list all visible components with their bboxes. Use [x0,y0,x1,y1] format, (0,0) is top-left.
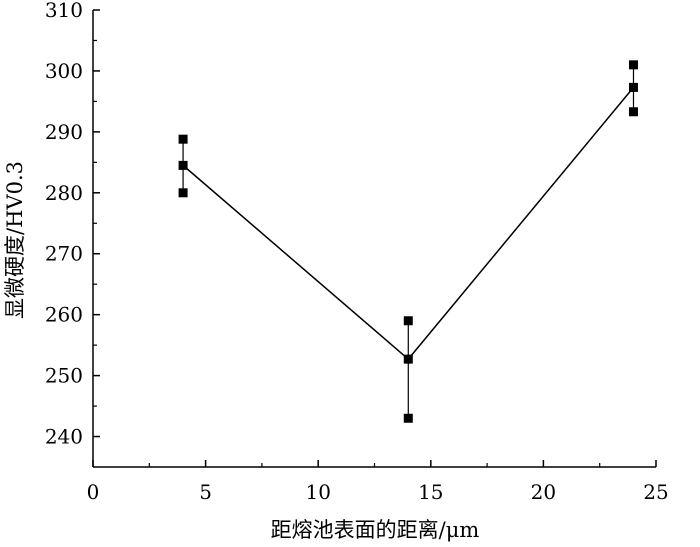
y-tick-label: 280 [45,181,83,205]
x-tick-label: 5 [199,480,212,504]
y-tick-label: 240 [45,425,83,449]
y-tick-label: 310 [45,0,83,22]
ticks [92,9,657,467]
data-point [628,82,638,92]
plot-area [178,60,638,423]
y-tick-label: 300 [45,59,83,83]
y-axis-title: 显微硬度/HV0.3 [3,161,27,319]
data-point [178,160,188,170]
error-bar-lower-cap [178,188,188,198]
error-bar-lower-cap [628,107,638,117]
y-tick-label: 250 [45,364,83,388]
axes [92,10,656,468]
x-tick-label: 25 [643,480,668,504]
y-tick-label: 290 [45,120,83,144]
x-tick-label: 0 [87,480,100,504]
x-tick-label: 20 [531,480,556,504]
y-tick-label: 270 [45,242,83,266]
error-bar-lower-cap [403,413,413,423]
y-tick-label: 260 [45,303,83,327]
error-bar-upper-cap [403,316,413,326]
error-bar-upper-cap [178,134,188,144]
x-tick-label: 15 [418,480,443,504]
x-tick-label: 10 [305,480,330,504]
tick-labels: 0 5 10 15 20 25 240 250 260 270 280 290 300 310 [45,0,669,504]
error-bar-upper-cap [628,60,638,70]
data-point [403,354,413,364]
x-axis-title: 距熔池表面的距离/μm [271,518,480,542]
